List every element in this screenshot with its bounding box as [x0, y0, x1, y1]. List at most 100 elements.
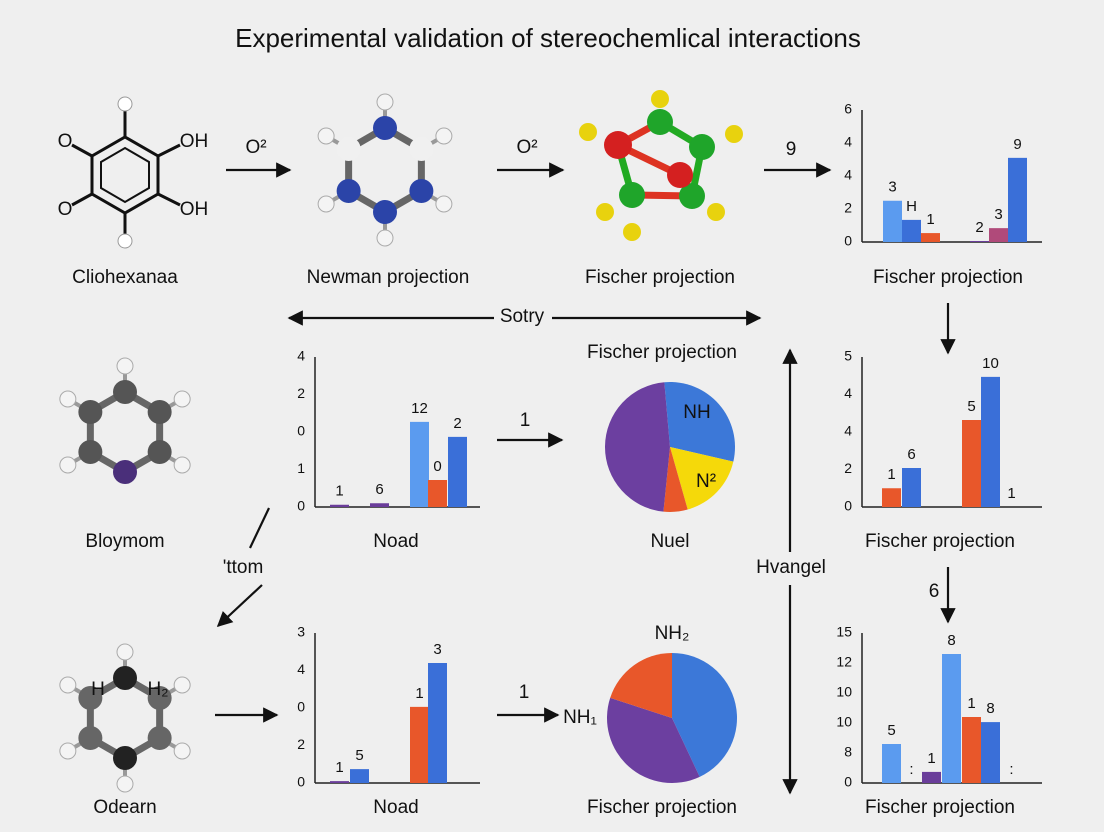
- bar: [921, 233, 940, 242]
- y-tick-label: 4: [844, 134, 852, 150]
- y-tick-label: 0: [844, 774, 852, 790]
- bar: [882, 488, 901, 507]
- atom-label: OH: [180, 131, 209, 152]
- atom: [376, 229, 394, 247]
- bar-label: :: [1009, 761, 1013, 778]
- pie-slice: [663, 447, 688, 512]
- atom: [147, 400, 172, 424]
- bar: [410, 706, 429, 783]
- node-label: Fischer projection: [585, 267, 735, 288]
- bar-label: H: [906, 198, 917, 215]
- atom: [78, 726, 103, 750]
- atom: [435, 195, 453, 213]
- atom: [116, 643, 134, 661]
- atom-label: O: [58, 131, 73, 152]
- bar-label: 3: [433, 641, 441, 658]
- bar-label: 6: [375, 481, 383, 498]
- bar-label: 6: [907, 446, 915, 463]
- y-tick-label: 5: [844, 348, 852, 364]
- molecule-atoms: [579, 90, 743, 241]
- atom: [317, 195, 335, 213]
- bar-label: 1: [335, 759, 343, 776]
- molecule: [317, 93, 453, 247]
- atom: [147, 440, 172, 464]
- bar: [981, 376, 1000, 507]
- bar-label: 1: [967, 695, 975, 712]
- bar: [962, 420, 981, 507]
- pie-slice: [672, 653, 738, 777]
- atom: [373, 116, 397, 140]
- arrow-label: Sotry: [500, 306, 545, 327]
- arrow-label: Hvangel: [756, 557, 826, 578]
- atom: [173, 456, 191, 474]
- title: Experimental validation of stereochemlic…: [235, 23, 861, 53]
- y-tick-label: 12: [836, 654, 852, 670]
- arrow-label: 1: [519, 682, 530, 703]
- chart-label: Noad: [373, 797, 418, 818]
- y-tick-label: 0: [297, 498, 305, 514]
- atom: [409, 179, 434, 203]
- atom: [336, 179, 361, 203]
- pie-slice: [610, 653, 672, 718]
- atom: [409, 137, 434, 161]
- atom: [113, 666, 137, 690]
- y-tick-label: 0: [844, 498, 852, 514]
- y-tick-label: 0: [297, 423, 305, 439]
- atom-label: H₂: [147, 679, 168, 700]
- y-tick-label: 2: [297, 736, 305, 752]
- y-tick-label: 2: [297, 385, 305, 401]
- bar: [981, 722, 1000, 783]
- y-tick-label: 4: [297, 348, 305, 364]
- y-tick-label: 0: [844, 233, 852, 249]
- y-tick-label: 2: [844, 200, 852, 216]
- arrow-label: 9: [786, 139, 797, 160]
- y-tick-label: 4: [844, 167, 852, 183]
- atom: [116, 775, 134, 793]
- y-tick-label: 10: [836, 684, 852, 700]
- bar-label: :: [909, 761, 913, 778]
- arrows: [215, 162, 956, 795]
- bar: [448, 436, 467, 507]
- atom: [113, 746, 137, 770]
- y-tick-label: 4: [844, 385, 852, 401]
- bar-label: 1: [415, 685, 423, 702]
- bar: [970, 241, 989, 242]
- atom: [59, 456, 77, 474]
- bar: [330, 504, 349, 507]
- pie-slice: [605, 382, 670, 512]
- bar-label: 3: [994, 206, 1002, 223]
- bar-label: 2: [975, 219, 983, 236]
- bar: [330, 781, 349, 783]
- bar-label: 9: [1013, 136, 1021, 153]
- bar: [428, 663, 447, 783]
- pie-slice: [664, 382, 735, 462]
- atom: [59, 742, 77, 760]
- y-tick-label: 4: [844, 423, 852, 439]
- bar-label: 1: [926, 211, 934, 228]
- molecule: [59, 643, 191, 793]
- atom: [435, 127, 453, 145]
- bar: [428, 480, 447, 507]
- atom: [78, 400, 103, 424]
- slice-label: N²: [696, 471, 716, 492]
- bar: [882, 744, 901, 783]
- pie-label: Nuel: [650, 531, 689, 552]
- bar: [962, 717, 981, 783]
- bar-label: 5: [355, 747, 363, 764]
- pie-slice: [670, 447, 734, 510]
- y-tick-label: 0: [297, 699, 305, 715]
- atom: [113, 380, 137, 404]
- atom: [78, 440, 103, 464]
- atom: [113, 460, 137, 484]
- y-tick-label: 2: [844, 460, 852, 476]
- bar-label: 8: [947, 632, 955, 649]
- arrow-label: 'ttom: [223, 557, 264, 578]
- atom-label: O: [58, 199, 73, 220]
- atom-label: H: [91, 679, 105, 700]
- bar: [883, 200, 902, 242]
- bar-label: 1: [335, 483, 343, 500]
- y-tick-label: 10: [836, 714, 852, 730]
- bar: [410, 421, 429, 507]
- atom: [336, 137, 361, 161]
